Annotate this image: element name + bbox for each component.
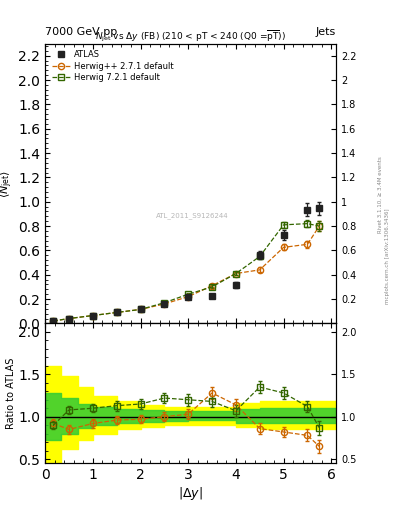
Text: ATL_2011_S9126244: ATL_2011_S9126244	[156, 212, 228, 219]
X-axis label: $|\Delta y|$: $|\Delta y|$	[178, 485, 203, 502]
Legend: ATLAS, Herwig++ 2.7.1 default, Herwig 7.2.1 default: ATLAS, Herwig++ 2.7.1 default, Herwig 7.…	[50, 48, 176, 84]
Y-axis label: Ratio to ATLAS: Ratio to ATLAS	[6, 358, 16, 429]
Text: Jets: Jets	[316, 27, 336, 37]
Title: $N_{\rm jet}$ vs $\Delta y$ (FB) (210 < pT < 240 (Q0 =$\overline{\rm pT}$)): $N_{\rm jet}$ vs $\Delta y$ (FB) (210 < …	[95, 28, 286, 44]
Text: Rivet 3.1.10, ≥ 3.4M events: Rivet 3.1.10, ≥ 3.4M events	[378, 156, 383, 233]
Text: 7000 GeV pp: 7000 GeV pp	[45, 27, 118, 37]
Text: mcplots.cern.ch [arXiv:1306.3436]: mcplots.cern.ch [arXiv:1306.3436]	[385, 208, 389, 304]
Y-axis label: $\langle N_{\rm jet}\rangle$: $\langle N_{\rm jet}\rangle$	[0, 169, 15, 198]
